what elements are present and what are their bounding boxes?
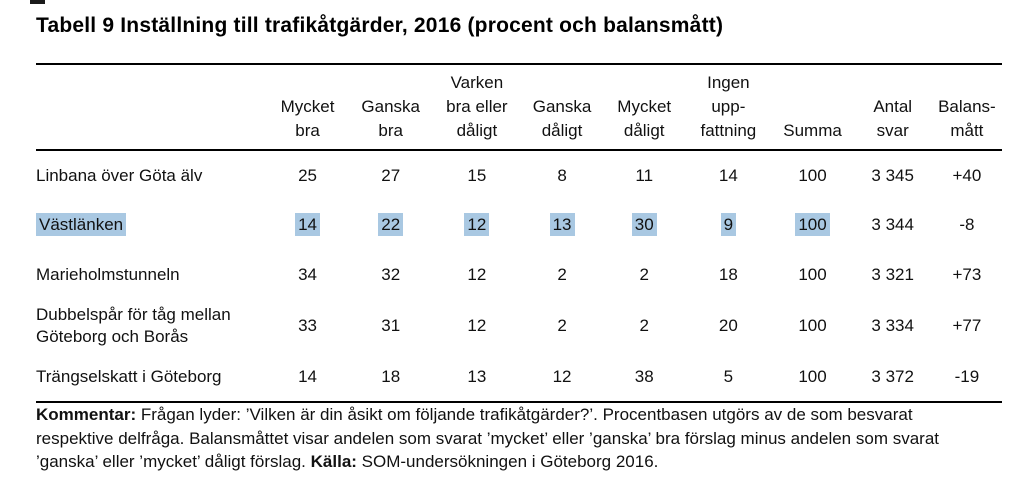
comment-line: respektive delfråga. Balansmåttet visar … — [36, 428, 939, 448]
table-row: Linbana över Göta älv 25 27 15 8 11 14 100 3 345… — [36, 150, 1002, 200]
value-cell: 8 — [557, 165, 567, 185]
column-header: Ganska bra — [348, 64, 433, 151]
column-header: Summa — [771, 64, 854, 151]
column-header: Ingen upp-fattning — [685, 64, 772, 151]
value-cell: 15 — [467, 165, 487, 185]
row-label: Västlänken — [36, 200, 266, 250]
row-label: Dubbelspår för tåg mellan Göteborg och B… — [36, 305, 231, 346]
table-row: Västlänken 14 22 12 13 30 9 100 3 344 -8 — [36, 200, 1002, 250]
column-header: Mycket dåligt — [603, 64, 686, 151]
value-cell: 12 — [433, 200, 521, 250]
column-header: Mycket bra — [266, 64, 349, 151]
table-container: Mycket bra Ganska bra Varken bra eller dåligt G… — [36, 63, 1002, 403]
value-cell: 100 — [771, 352, 854, 403]
value-cell: 100 — [798, 165, 827, 185]
value-cell: -8 — [959, 215, 975, 234]
header-row: Mycket bra Ganska bra Varken bra eller dåligt G… — [36, 64, 1002, 151]
value-cell: 25 — [298, 165, 317, 185]
column-header: Ganska dåligt — [520, 64, 604, 151]
comment-line: ’ganska’ eller ’mycket’ dåligt förslag. … — [36, 452, 659, 471]
value-cell: 2 — [557, 265, 567, 284]
value-cell: 34 — [298, 265, 317, 284]
value-cell: +73 — [952, 265, 982, 284]
value-cell: -19 — [931, 352, 1002, 403]
comment-line: Kommentar: Frågan lyder: ’Vilken är din … — [36, 405, 913, 424]
value-cell: 3 334 — [871, 316, 914, 335]
table-title: Tabell 9 Inställning till trafikåtgärder… — [36, 14, 724, 37]
value-cell: 100 — [798, 265, 827, 284]
value-cell: 13 — [521, 200, 603, 250]
value-cell: +77 — [952, 316, 982, 335]
column-header: Antal svar — [853, 64, 932, 151]
value-cell: 18 — [348, 352, 433, 403]
value-cell: 3 345 — [871, 165, 914, 185]
table-row: Dubbelspår för tåg mellan Göteborg och B… — [36, 300, 1002, 352]
value-cell: 27 — [381, 165, 401, 185]
table-row: Trängselskatt i Göteborg 14 18 13 12 38 5 100 3 … — [36, 352, 1002, 403]
value-cell: 2 — [639, 316, 649, 335]
value-cell: 2 — [639, 265, 649, 284]
value-cell: 30 — [603, 200, 685, 250]
row-label: Marieholmstunneln — [36, 265, 180, 284]
value-cell: +40 — [952, 165, 982, 185]
value-cell: 14 — [718, 165, 738, 185]
value-cell: 32 — [381, 265, 401, 284]
value-cell: 100 — [798, 316, 827, 335]
label-column-header — [36, 64, 267, 151]
value-cell: 33 — [298, 316, 317, 335]
value-cell: 14 — [266, 352, 349, 403]
value-cell: 3 372 — [853, 352, 932, 403]
value-cell: 13 — [432, 352, 521, 403]
value-cell: 11 — [635, 165, 654, 185]
table-body: Linbana över Göta älv 25 27 15 8 11 14 100 3 345… — [36, 150, 1002, 403]
value-cell: 3 321 — [871, 265, 914, 284]
table-comment: Kommentar: Frågan lyder: ’Vilken är din … — [36, 403, 1002, 474]
value-cell: 22 — [349, 200, 433, 250]
value-cell: 3 344 — [871, 215, 914, 234]
value-cell: 9 — [685, 200, 771, 250]
table-row: Marieholmstunneln 34 32 12 2 2 18 100 3 321 +73 — [36, 250, 1002, 300]
value-cell: 31 — [381, 316, 401, 335]
column-header: Varken bra eller dåligt — [432, 64, 521, 151]
value-cell: 14 — [266, 200, 348, 250]
value-cell: 5 — [685, 352, 772, 403]
value-cell: 38 — [603, 352, 686, 403]
value-cell: 20 — [718, 316, 738, 335]
column-header: Balans-mått — [931, 64, 1002, 151]
value-cell: 100 — [771, 200, 853, 250]
value-cell: 12 — [467, 316, 487, 335]
results-table: Mycket bra Ganska bra Varken bra eller dåligt G… — [36, 63, 1002, 403]
row-label: Linbana över Göta älv — [36, 165, 203, 185]
row-label: Trängselskatt i Göteborg — [36, 352, 267, 403]
value-cell: 12 — [467, 265, 487, 284]
value-cell: 18 — [718, 265, 738, 284]
crop-artifact-mark — [30, 0, 45, 4]
value-cell: 12 — [520, 352, 604, 403]
value-cell: 2 — [557, 316, 567, 335]
